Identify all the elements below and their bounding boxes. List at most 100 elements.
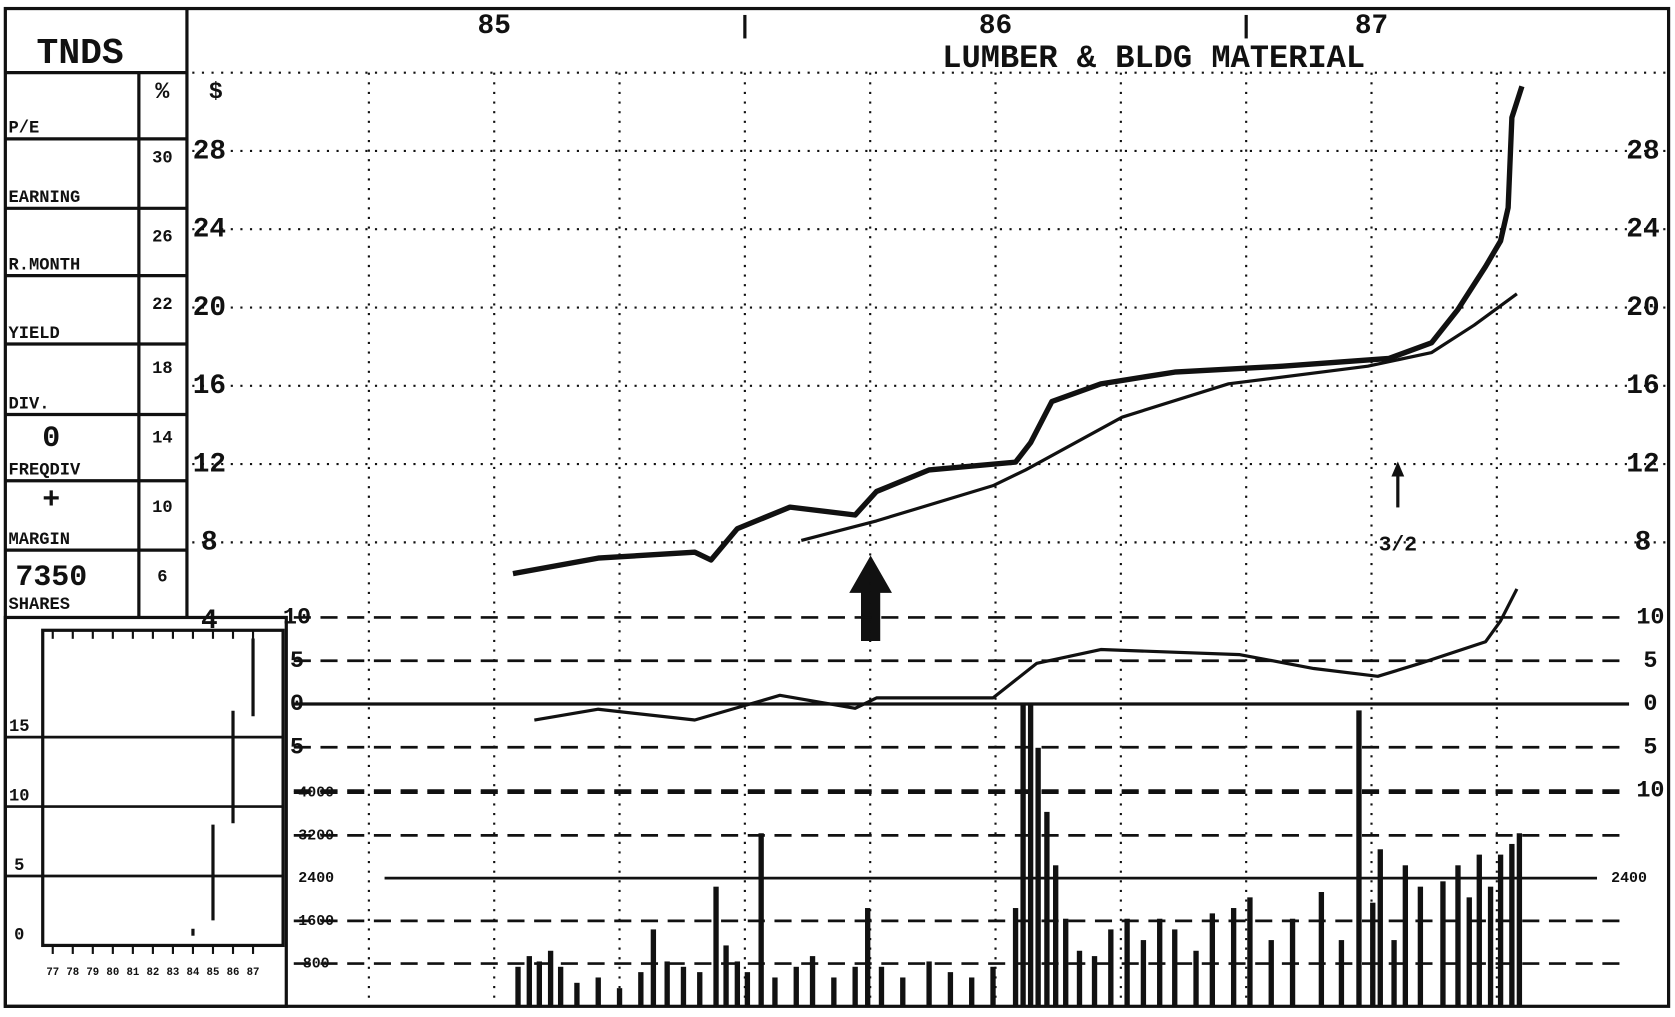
pct-scale-label: 30 [152, 150, 172, 169]
annotation-label: 3/2 [1379, 533, 1417, 557]
volume-bar [1172, 929, 1178, 1007]
panel-label: YIELD [9, 325, 60, 344]
volume-bar [638, 972, 644, 1007]
pct-header: % [155, 79, 170, 106]
y-tick-label: 0 [290, 691, 304, 718]
panel-label: EARNING [9, 189, 81, 208]
volume-bar [713, 886, 719, 1007]
inset-x-tick-label: 81 [126, 967, 139, 979]
inset-x-tick-label: 85 [207, 967, 220, 979]
pct-scale-label: 6 [157, 568, 167, 587]
volume-bar [1417, 886, 1424, 1007]
y-tick-label-right: 24 [1626, 215, 1659, 246]
volume-bar [744, 972, 751, 1007]
y-tick-label: 8 [201, 528, 218, 559]
y-tick-label: 800 [303, 957, 330, 973]
y-tick-label-right: 10 [1636, 605, 1664, 632]
pct-scale-label: 26 [152, 229, 172, 248]
inset-y-tick-label: 0 [14, 926, 24, 945]
volume-bar [1509, 843, 1515, 1007]
inset-x-tick-label: 83 [167, 967, 180, 979]
volume-bar [831, 977, 837, 1007]
pct-scale-label: 10 [152, 499, 172, 518]
line-series [512, 85, 1525, 577]
x-tick-label: 86 [979, 11, 1012, 42]
y-tick-label-right: 8 [1635, 528, 1652, 559]
y-tick-label-right: 10 [1636, 778, 1664, 805]
volume-bar [1440, 881, 1446, 1007]
panel-label: R.MONTH [9, 256, 81, 275]
volume-bar [547, 950, 554, 1007]
y-tick-label: 28 [193, 136, 226, 167]
y-tick-label-right: 2400 [1611, 871, 1647, 887]
panel-label: 0 [42, 421, 60, 455]
volume-bar [793, 966, 799, 1007]
y-tick-label: 12 [193, 449, 226, 480]
chart-title: LUMBER & BLDG MATERIAL [942, 40, 1365, 77]
inset-y-tick-label: 10 [9, 787, 29, 806]
volume-bar [664, 961, 670, 1007]
y-tick-label: 5 [290, 734, 304, 761]
y-tick-label: 5 [290, 648, 304, 675]
volume-bar [1053, 865, 1059, 1007]
y-tick-label-right: 5 [1643, 734, 1657, 761]
volume-bar [1230, 908, 1237, 1007]
volume-bar [1356, 710, 1362, 1007]
inset-y-tick-label: 5 [14, 857, 24, 876]
volume-bar [1377, 849, 1383, 1007]
inset-x-tick-label: 80 [106, 967, 119, 979]
inset-x-tick-label: 78 [66, 967, 79, 979]
volume-bar [1020, 705, 1026, 1007]
volume-bar [1193, 950, 1199, 1007]
panel-label: DIV. [9, 395, 50, 414]
volume-bar [878, 966, 885, 1007]
volume-bar [1140, 940, 1147, 1007]
volume-bar [526, 956, 532, 1007]
ticker-symbol: TNDS [37, 33, 124, 74]
volume-bar [990, 966, 996, 1007]
x-tick-label: 87 [1355, 11, 1388, 42]
volume-bar [1338, 940, 1345, 1007]
volume-bar [1012, 908, 1019, 1007]
volume-bar [595, 977, 601, 1007]
y-tick-label-right: 0 [1643, 691, 1657, 718]
volume-bar [723, 945, 729, 1007]
volume-bar [1076, 950, 1083, 1007]
volume-bar [1466, 897, 1472, 1007]
volume-bar [574, 982, 580, 1007]
annotation-arrowhead [1391, 461, 1405, 477]
volume-bar [680, 966, 687, 1007]
y-tick-label-right: 5 [1643, 648, 1657, 675]
volume-bar [852, 966, 858, 1007]
volume-bar [616, 988, 623, 1007]
y-tick-label: 1600 [298, 914, 334, 930]
y-tick-label-right: 16 [1626, 371, 1659, 402]
inset-x-tick-label: 77 [46, 967, 59, 979]
inset-x-tick-label: 84 [187, 967, 200, 979]
volume-bar [900, 977, 906, 1007]
volume-bar [1289, 918, 1296, 1007]
volume-bar [697, 972, 703, 1007]
signal-arrow [849, 555, 892, 641]
volume-bar [772, 977, 778, 1007]
inset-frame [3, 615, 288, 1008]
volume-bar [536, 961, 543, 1007]
volume-bar [1124, 918, 1130, 1007]
line-series [800, 292, 1518, 542]
y-tick-label: 16 [193, 371, 226, 402]
pct-scale-label: 14 [152, 430, 172, 449]
panel-label: P/E [9, 120, 40, 139]
volume-bar [1516, 833, 1523, 1007]
volume-bar [1402, 865, 1409, 1007]
y-tick-label: 4000 [298, 786, 334, 802]
volume-bar [809, 956, 816, 1007]
y-tick-label-right: 20 [1626, 293, 1659, 324]
inset-plot-frame [41, 628, 285, 948]
volume-bar [969, 977, 975, 1007]
y-tick-label: 4 [201, 606, 218, 637]
volume-bar [1035, 747, 1041, 1007]
volume-bar [1247, 897, 1253, 1007]
info-panel [5, 8, 189, 618]
inset-x-tick-label: 87 [247, 967, 260, 979]
